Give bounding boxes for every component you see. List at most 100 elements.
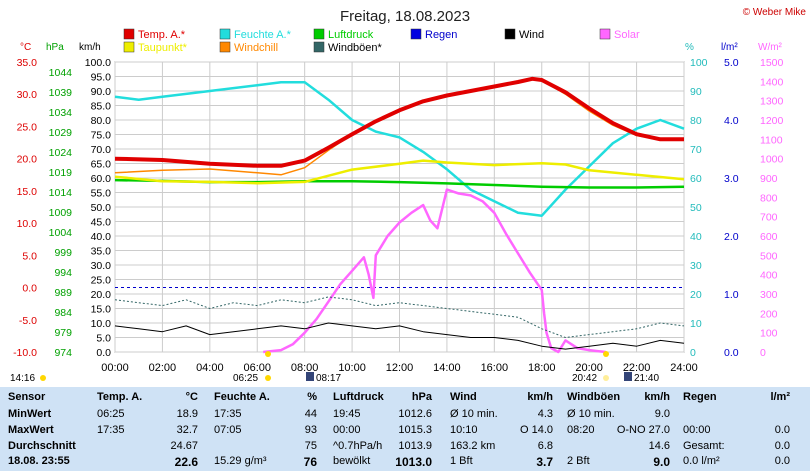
plot-grid	[114, 61, 685, 353]
tick-label: 700	[760, 212, 778, 224]
tick-label: 989	[54, 287, 72, 299]
tick-label: 3.0	[724, 173, 739, 185]
tick-label: 4.0	[724, 115, 739, 127]
series-temp-a	[114, 76, 684, 168]
table-cell: MaxWert	[8, 424, 54, 436]
tick-label: -5.0	[19, 315, 37, 327]
table-cell: °C	[185, 391, 198, 403]
series-lines	[114, 76, 685, 354]
series-solar	[263, 188, 606, 354]
time-marker-sunset: 20:42	[572, 373, 597, 384]
tick-label: 30.0	[17, 89, 38, 101]
time-markers: 14:16 06:25 08:17 20:42 21:40	[10, 351, 659, 384]
tick-label: 900	[760, 173, 778, 185]
legend-swatch	[313, 41, 325, 53]
table-cell: 163.2 km	[450, 440, 496, 452]
tick-label: 100	[760, 328, 778, 340]
time-marker-left: 14:16	[10, 373, 35, 384]
legend-swatch	[313, 28, 325, 40]
table-cell: 0.0 l/m²	[683, 455, 720, 467]
table-cell: 1013.9	[398, 440, 432, 452]
tick-label: 95.0	[91, 72, 112, 84]
table-cell: 4.3	[537, 408, 553, 420]
tick-label: 10.0	[91, 318, 112, 330]
axis-unit-pressure: hPa	[46, 42, 64, 53]
tick-label: 0.0	[96, 347, 111, 359]
table-cell: Feuchte A.	[214, 391, 270, 403]
table-cell: 9.0	[654, 408, 670, 420]
legend-swatch	[410, 28, 422, 40]
tick-label: 1500	[760, 57, 784, 69]
legend-swatch	[123, 28, 135, 40]
tick-label: 5.0	[724, 57, 739, 69]
tick-label: 50.0	[91, 202, 112, 214]
table-cell: 14.6	[648, 440, 670, 452]
tick-label: 70.0	[91, 144, 112, 156]
sunset-axis-icon	[603, 351, 609, 357]
table-cell: 75	[304, 440, 317, 452]
legend-label: Taupunkt*	[138, 42, 188, 54]
legend-swatch	[123, 41, 135, 53]
axis-unit-humidity: %	[685, 42, 694, 53]
table-cell: 07:05	[214, 424, 242, 436]
table-cell: 00:00	[683, 424, 711, 436]
sunrise-axis-icon	[265, 351, 271, 357]
table-cell: 1015.3	[398, 424, 432, 436]
table-cell: 3.7	[536, 455, 553, 469]
tick-label: 80	[690, 115, 702, 127]
table-cell: 24.67	[170, 440, 198, 452]
tick-label: 400	[760, 270, 778, 282]
legend-swatch	[219, 28, 231, 40]
tick-label: 1029	[49, 127, 73, 139]
table-cell: 10:10	[450, 424, 478, 436]
tick-label: 1034	[49, 107, 73, 119]
tick-label: 1200	[760, 115, 784, 127]
legend-label: Regen	[425, 29, 457, 41]
legend-label: Solar	[614, 29, 640, 41]
tick-label: 0.0	[22, 283, 37, 295]
x-tick-label: 12:00	[386, 362, 414, 374]
table-cell: 2 Bft	[567, 455, 590, 467]
table-cell: O 14.0	[519, 424, 553, 436]
series-wind	[114, 322, 685, 350]
chart-legend: Temp. A.* Feuchte A.* Luftdruck Regen Wind So…	[123, 28, 640, 54]
table-cell: Wind	[450, 391, 477, 403]
table-cell: 18.08. 23:55	[8, 455, 70, 467]
table-cell: Durchschnitt	[8, 440, 76, 452]
table-cell: 93	[304, 424, 317, 436]
table-cell: 1 Bft	[450, 455, 473, 467]
tick-label: 35.0	[17, 57, 38, 69]
table-cell: 32.7	[176, 424, 198, 436]
x-tick-label: 02:00	[149, 362, 177, 374]
tick-label: 25.0	[91, 275, 112, 287]
table-cell: %	[307, 391, 317, 403]
tick-label: 1039	[49, 87, 73, 99]
tick-label: 1100	[760, 134, 783, 146]
series-taupunkt	[114, 159, 685, 185]
moonrise-icon	[306, 372, 314, 381]
tick-label: 1044	[49, 67, 73, 79]
tick-label: 50	[690, 202, 702, 214]
tick-label: 1014	[49, 187, 73, 199]
tick-label: 800	[760, 192, 778, 204]
tick-label: 1019	[49, 167, 73, 179]
tick-label: 1024	[49, 147, 73, 159]
statistics-table: Sensor Temp. A. °C Feuchte A.% Luftdruck hPa W…	[0, 387, 810, 471]
x-tick-label: 24:00	[670, 362, 698, 374]
series-feuchte-a	[114, 81, 685, 217]
tick-label: 10.0	[17, 218, 38, 230]
tick-label: 20.0	[91, 289, 112, 301]
tick-label: 90.0	[91, 86, 112, 98]
table-cell: l/m²	[770, 391, 790, 403]
x-tick-label: 22:00	[623, 362, 651, 374]
x-tick-label: 08:00	[291, 362, 319, 374]
tick-label: 5.0	[22, 250, 37, 262]
tick-label: 200	[760, 308, 778, 320]
table-cell: 1013.0	[395, 455, 432, 469]
table-cell: O-NO 27.0	[616, 424, 670, 436]
tick-label: 0.0	[724, 347, 739, 359]
axis-unit-solar: W/m²	[758, 42, 783, 53]
table-cell: 19:45	[333, 408, 361, 420]
table-cell: 22.6	[174, 455, 198, 469]
time-marker-sunrise: 06:25	[233, 373, 258, 384]
